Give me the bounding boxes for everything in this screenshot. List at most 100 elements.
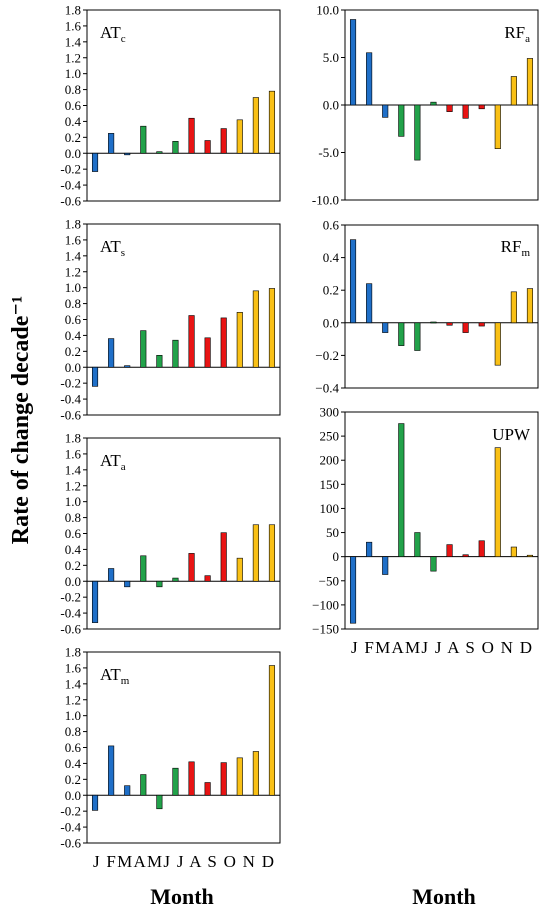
bar-a-8 [462,104,469,119]
bar-n-11 [252,524,259,582]
bar-f-2 [108,568,115,582]
bar-f-2 [108,745,115,796]
y-tick-label: -5.0 [318,145,339,160]
y-tick-label: -10.0 [312,193,339,208]
bar-m-5 [156,151,163,154]
bar-j-6 [172,339,179,368]
chart-panel-rfm: 0.6 0.4 0.2 0.0 −0.2 −0.4 RFm [315,218,539,396]
y-tick-label: -0.4 [60,606,81,621]
y-tick-label: −50 [319,573,339,588]
bar-m-5 [156,355,163,368]
bar-o-10 [236,312,243,368]
y-tick-label: 0.2 [65,344,81,359]
y-tick-label: 1.6 [65,232,82,247]
bar-j-7 [188,553,195,582]
y-tick-label: 0.4 [65,542,82,557]
bar-a-8 [204,140,211,154]
y-tick-label: 300 [320,405,340,420]
bar-j-7 [188,315,195,368]
chart-panel-upw: 300 250 200 150 100 50 0 −50 −100 −150 UPW J FMAMJ … [312,405,539,657]
y-tick-label: 1.8 [65,431,81,446]
bar-a-4 [398,322,405,346]
bar-m-3 [382,104,389,118]
bar-o-10 [236,557,243,582]
bar-m-5 [414,104,421,161]
y-tick-label: −100 [312,597,339,612]
bar-f-2 [366,283,373,324]
y-tick-label: 0.0 [323,315,339,330]
bar-m-5 [156,794,163,810]
chart-panel-atm: 1.81.61.41.21.00.80.60.40.20.0-0.2-0.4-0… [60,645,281,871]
y-tick-label: 1.2 [65,478,81,493]
bar-s-9 [220,317,227,368]
y-tick-label: 1.8 [65,3,81,18]
plot-frame [344,224,539,389]
bar-a-4 [140,555,147,582]
bar-f-2 [108,133,115,154]
y-tick-label: 0.8 [65,82,81,97]
bar-a-8 [462,322,469,333]
y-tick-label: 0.4 [65,114,82,129]
bar-m-5 [156,580,163,588]
bar-d-12 [526,554,534,557]
y-tick-label: 0.8 [65,510,81,525]
y-tick-label: 0.4 [323,250,340,265]
y-tick-label: 1.6 [65,18,82,33]
bar-j-1 [91,794,99,811]
y-tick-label: 1.0 [65,66,81,81]
y-tick-label: 1.2 [65,264,81,279]
bar-s-9 [478,540,485,557]
bar-j-7 [446,322,453,326]
panel-label: ATa [100,451,126,473]
panel-label: RFa [504,23,530,45]
bar-m-3 [382,556,389,575]
bar-n-11 [510,291,517,324]
y-tick-label: −0.2 [315,348,339,363]
bar-f-2 [366,52,373,106]
bar-n-11 [252,97,259,154]
y-tick-label: 1.6 [65,446,82,461]
bar-f-2 [366,541,373,557]
bar-m-3 [382,322,389,333]
y-tick-label: 0.0 [65,360,81,375]
bar-j-6 [430,101,437,106]
y-tick-label: 0.4 [65,328,82,343]
bar-s-9 [220,532,227,582]
y-tick-label: 50 [326,525,339,540]
y-tick-label: -0.4 [60,392,81,407]
y-tick-label: 1.2 [65,50,81,65]
y-tick-label: 1.6 [65,660,82,675]
y-tick-label: 1.0 [65,708,81,723]
bar-j-6 [430,556,437,572]
x-tick-labels: J FMAMJ J A S O N D [93,852,274,871]
chart-panel-rfa: 10.0 5.0 0.0 -5.0 -10.0 RFa [312,3,539,208]
bar-m-5 [414,322,421,351]
bar-j-7 [446,104,453,112]
y-tick-label: -0.4 [60,178,81,193]
bar-j-1 [91,152,99,172]
y-tick-label: 200 [320,453,340,468]
bar-n-11 [510,546,517,557]
bar-s-9 [478,104,485,110]
y-tick-label: 10.0 [316,3,339,18]
y-tick-label: 0.6 [323,218,340,233]
bar-m-3 [124,365,131,368]
y-tick-label: -0.6 [60,836,81,851]
y-tick-label: 1.4 [65,462,82,477]
y-tick-label: 0.2 [65,130,81,145]
bar-m-3 [124,785,131,796]
y-tick-label: 0.0 [65,574,81,589]
bar-j-1 [91,580,99,623]
bar-o-10 [494,322,501,366]
y-tick-label: 1.4 [65,676,82,691]
bar-j-6 [172,767,179,796]
bar-d-12 [268,524,276,582]
y-tick-label: -0.6 [60,622,81,637]
y-tick-label: 150 [320,477,340,492]
bar-n-11 [252,290,259,368]
bar-o-10 [494,447,501,557]
bar-m-3 [124,152,131,156]
y-tick-label: 0.0 [323,98,339,113]
bar-s-9 [478,322,485,327]
y-tick-label: 1.4 [65,248,82,263]
